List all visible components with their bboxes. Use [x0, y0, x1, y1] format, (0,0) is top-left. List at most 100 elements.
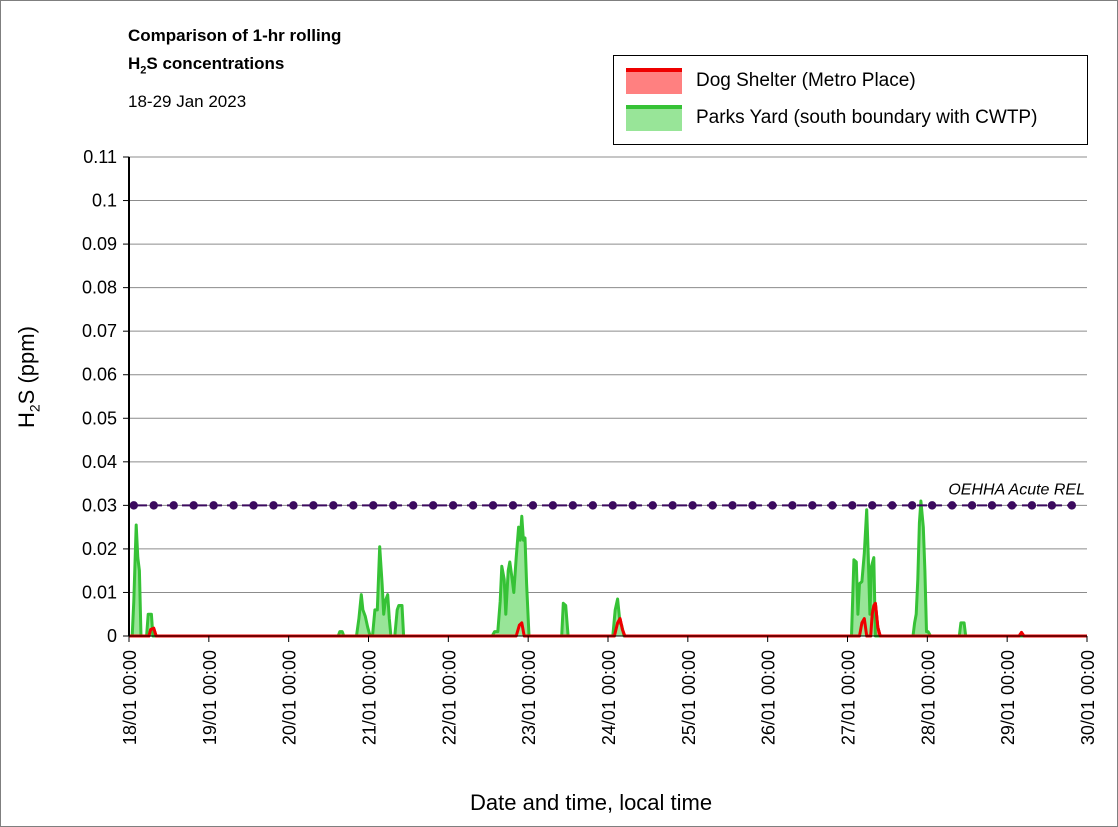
- y-tick-label: 0: [107, 626, 117, 646]
- y-tick-label: 0.04: [82, 452, 117, 472]
- x-tick-label: 25/01 00:00: [679, 650, 699, 745]
- series-line-top-0: [129, 601, 1087, 638]
- reference-line-marker: [1007, 501, 1017, 510]
- reference-line-marker: [229, 501, 238, 510]
- y-tick-label: 0.01: [82, 582, 117, 602]
- legend: Dog Shelter (Metro Place) Parks Yard (so…: [613, 55, 1088, 145]
- title-line-1: Comparison of 1-hr rolling: [128, 26, 342, 45]
- y-tick-label: 0.07: [82, 321, 117, 341]
- title-sub-2: 2: [140, 64, 147, 77]
- axes: [123, 156, 1088, 642]
- reference-line: [129, 501, 1077, 510]
- y-axis-label: H2S (ppm): [14, 326, 43, 428]
- legend-swatch-dog-shelter: [626, 68, 682, 94]
- reference-line-marker: [967, 501, 977, 510]
- reference-line-marker: [987, 501, 997, 510]
- reference-line-marker: [548, 501, 558, 510]
- reference-line-marker: [927, 501, 937, 510]
- reference-line-marker: [688, 501, 697, 510]
- x-tick-labels: 18/01 00:00 19/01 00:00 20/01 00:00 21/01 0…: [120, 650, 1098, 745]
- x-tick-label: 18/01 00:00: [120, 650, 140, 745]
- reference-line-marker: [1067, 501, 1077, 510]
- title-suffix: S concentrations: [146, 54, 285, 73]
- reference-line-marker: [369, 501, 378, 510]
- reference-line-marker: [748, 501, 757, 510]
- reference-line-marker: [488, 501, 498, 510]
- reference-line-marker: [209, 501, 218, 510]
- y-tick-label: 0.08: [82, 278, 117, 298]
- reference-line-marker: [708, 501, 717, 510]
- x-tick-label: 29/01 00:00: [998, 650, 1018, 745]
- y-tick-label: 0.02: [82, 539, 117, 559]
- title-line-2: H2S concentrations: [128, 50, 341, 84]
- ylabel-sub-2: 2: [26, 404, 43, 413]
- reference-line-marker: [628, 501, 637, 510]
- x-tick-label: 23/01 00:00: [519, 650, 539, 745]
- reference-line-marker: [868, 501, 877, 510]
- reference-line-marker: [169, 501, 178, 510]
- y-tick-label: 0.05: [82, 408, 117, 428]
- reference-line-marker: [389, 501, 398, 510]
- reference-line-marker: [1027, 501, 1037, 510]
- series-area-1: [129, 501, 1087, 636]
- legend-item-dog-shelter: Dog Shelter (Metro Place): [626, 66, 916, 96]
- reference-line-marker: [289, 501, 298, 510]
- reference-line-marker: [149, 501, 158, 510]
- reference-line-marker: [888, 501, 897, 510]
- y-tick-label: 0.03: [82, 495, 117, 515]
- chart-title: Comparison of 1-hr rolling H2S concentra…: [128, 22, 341, 112]
- x-tick-label: 21/01 00:00: [360, 650, 380, 745]
- x-tick-label: 30/01 00:00: [1078, 650, 1098, 745]
- reference-line-marker: [608, 501, 617, 510]
- legend-item-parks-yard: Parks Yard (south boundary with CWTP): [626, 103, 1037, 133]
- y-tick-label: 0.06: [82, 365, 117, 385]
- reference-line-marker: [468, 501, 478, 510]
- x-tick-label: 27/01 00:00: [839, 650, 859, 745]
- series-layer: [129, 499, 1087, 638]
- reference-line-marker: [648, 501, 657, 510]
- reference-line-marker: [788, 501, 797, 510]
- reference-line-marker: [269, 501, 278, 510]
- reference-line-marker: [1047, 501, 1057, 510]
- reference-line-marker: [808, 501, 817, 510]
- reference-line-marker: [428, 501, 438, 510]
- reference-line-marker: [728, 501, 737, 510]
- x-tick-label: 20/01 00:00: [280, 650, 300, 745]
- reference-line-marker: [349, 501, 358, 510]
- reference-line-marker: [828, 501, 837, 510]
- y-tick-label: 0.1: [92, 191, 117, 211]
- legend-swatch-parks-yard: [626, 105, 682, 131]
- reference-line-marker: [947, 501, 957, 510]
- x-tick-label: 26/01 00:00: [759, 650, 779, 745]
- x-tick-label: 28/01 00:00: [918, 650, 938, 745]
- reference-line-marker: [848, 501, 857, 510]
- reference-line-marker: [588, 501, 598, 510]
- x-tick-label: 22/01 00:00: [439, 650, 459, 745]
- y-tick-labels: 0 0.01 0.02 0.03 0.04 0.05 0.06 0.07 0.08 0.09 0.1…: [82, 147, 117, 646]
- reference-line-marker: [249, 501, 258, 510]
- gridlines: [129, 156, 1087, 593]
- series-line-0: [129, 601, 1087, 638]
- reference-line-marker: [668, 501, 677, 510]
- reference-line-marker: [907, 501, 917, 510]
- x-tick-label: 19/01 00:00: [200, 650, 220, 745]
- y-tick-label: 0.09: [82, 234, 117, 254]
- reference-line-marker: [329, 501, 338, 510]
- reference-line-marker: [409, 501, 418, 510]
- legend-label-parks-yard: Parks Yard (south boundary with CWTP): [696, 107, 1038, 128]
- title-h: H: [128, 54, 141, 73]
- ylabel-h: H: [14, 412, 39, 428]
- x-tick-label: 24/01 00:00: [599, 650, 619, 745]
- reference-line-marker: [768, 501, 777, 510]
- reference-line-marker: [508, 501, 518, 510]
- reference-line-marker: [528, 501, 538, 510]
- legend-label-dog-shelter: Dog Shelter (Metro Place): [696, 70, 916, 91]
- y-tick-label: 0.11: [83, 147, 117, 167]
- series-line-1: [129, 499, 1087, 638]
- chart-subtitle: 18-29 Jan 2023: [128, 92, 247, 112]
- x-axis-label: Date and time, local time: [470, 790, 713, 815]
- reference-line-marker: [129, 501, 138, 510]
- ylabel-suffix: S (ppm): [14, 326, 39, 405]
- reference-line-marker: [309, 501, 318, 510]
